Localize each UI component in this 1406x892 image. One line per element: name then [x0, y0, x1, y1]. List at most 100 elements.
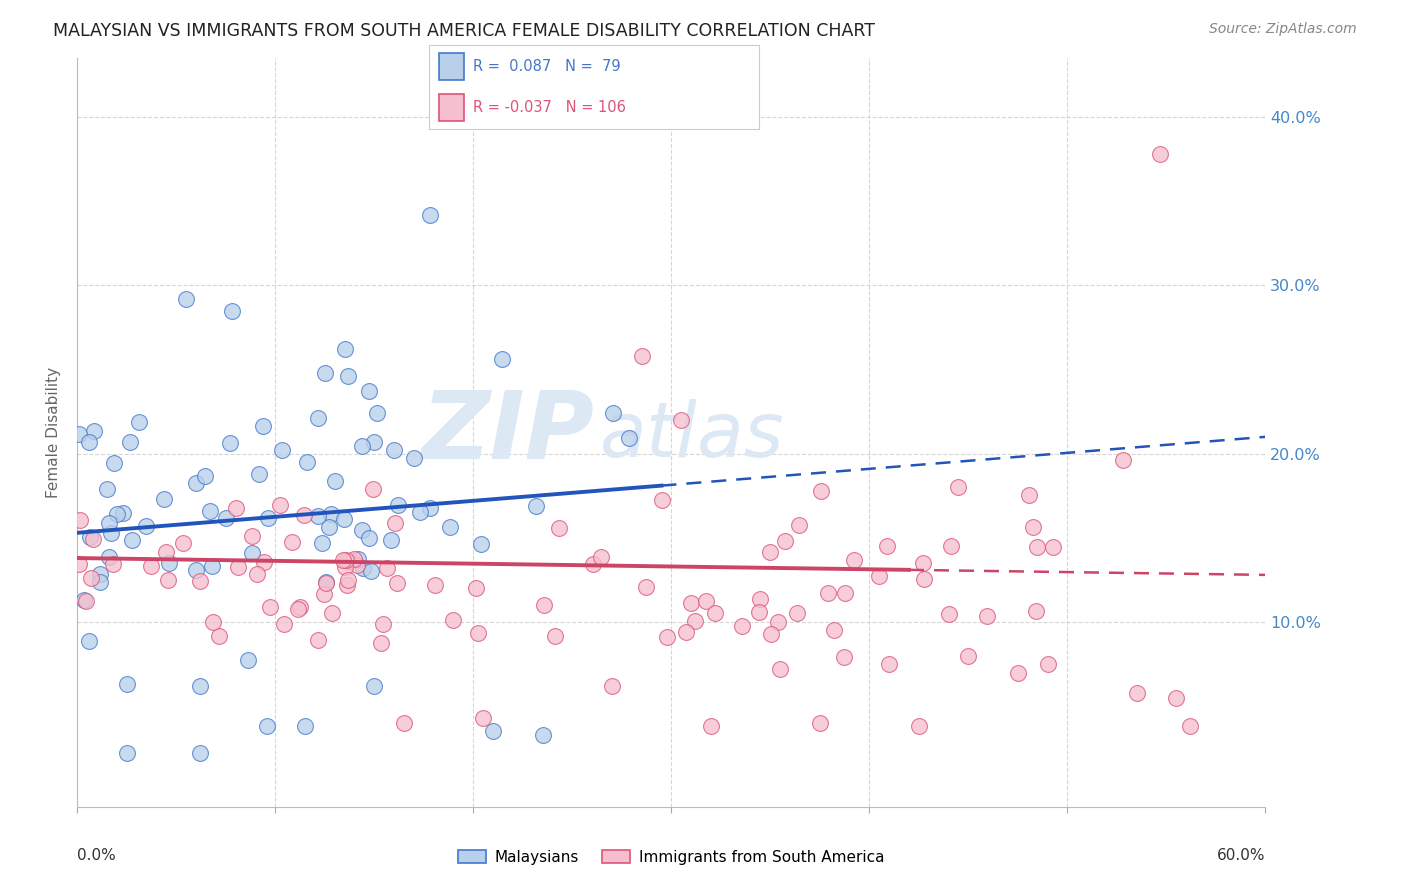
Point	[1025, 604, 1047, 618]
Point	[242, 529, 264, 543]
Point	[75, 593, 97, 607]
Point	[323, 474, 346, 488]
Point	[392, 716, 415, 731]
Text: R = -0.037   N = 106: R = -0.037 N = 106	[474, 100, 626, 115]
Point	[385, 576, 408, 591]
Point	[602, 406, 624, 420]
Point	[215, 510, 238, 524]
Point	[111, 506, 134, 520]
Point	[98, 516, 121, 530]
Point	[221, 303, 243, 318]
Point	[703, 606, 725, 620]
Point	[273, 616, 295, 631]
Point	[238, 653, 260, 667]
Point	[333, 512, 356, 526]
Point	[256, 719, 278, 733]
Point	[352, 439, 374, 453]
Point	[307, 508, 329, 523]
Point	[439, 519, 461, 533]
Point	[294, 719, 316, 733]
Point	[157, 573, 180, 587]
Point	[1007, 665, 1029, 680]
Point	[333, 343, 356, 357]
Point	[1125, 686, 1147, 700]
Point	[748, 591, 770, 606]
Point	[591, 549, 613, 564]
Point	[353, 561, 375, 575]
FancyBboxPatch shape	[439, 94, 464, 120]
Point	[418, 500, 440, 515]
Point	[582, 557, 605, 571]
Point	[336, 578, 359, 592]
Point	[246, 566, 269, 581]
Point	[335, 553, 357, 567]
Point	[868, 569, 890, 583]
Point	[1018, 488, 1040, 502]
Point	[77, 634, 100, 648]
Point	[118, 435, 141, 450]
Text: R =  0.087   N =  79: R = 0.087 N = 79	[474, 59, 621, 74]
Point	[472, 711, 495, 725]
Point	[911, 556, 934, 570]
Point	[524, 499, 547, 513]
Point	[121, 533, 143, 547]
Point	[634, 580, 657, 594]
Point	[314, 366, 336, 380]
Point	[343, 552, 366, 566]
Point	[359, 384, 381, 399]
Point	[695, 593, 717, 607]
Point	[1178, 719, 1201, 733]
Point	[467, 626, 489, 640]
Point	[157, 556, 180, 570]
Point	[1149, 147, 1171, 161]
Point	[957, 648, 980, 663]
Point	[948, 480, 970, 494]
Point	[201, 559, 224, 574]
Point	[938, 607, 960, 621]
Point	[193, 469, 215, 483]
Point	[441, 613, 464, 627]
Point	[769, 662, 792, 676]
Point	[287, 602, 309, 616]
Point	[547, 521, 569, 535]
Point	[465, 581, 488, 595]
Point	[810, 484, 832, 499]
Point	[295, 455, 318, 469]
Point	[419, 208, 441, 222]
Point	[657, 630, 679, 644]
Point	[470, 537, 492, 551]
Point	[370, 636, 392, 650]
Point	[96, 482, 118, 496]
Point	[188, 679, 211, 693]
Point	[832, 649, 855, 664]
Point	[651, 492, 673, 507]
Point	[1112, 453, 1135, 467]
Point	[315, 575, 337, 590]
Point	[155, 544, 177, 558]
Point	[731, 619, 754, 633]
Point	[336, 554, 359, 568]
Point	[671, 413, 693, 427]
Point	[73, 592, 96, 607]
Text: MALAYSIAN VS IMMIGRANTS FROM SOUTH AMERICA FEMALE DISABILITY CORRELATION CHART: MALAYSIAN VS IMMIGRANTS FROM SOUTH AMERI…	[53, 22, 876, 40]
Point	[307, 411, 329, 425]
Point	[679, 597, 702, 611]
Text: atlas: atlas	[600, 400, 785, 474]
Point	[346, 558, 368, 573]
Point	[352, 523, 374, 537]
Point	[786, 606, 808, 620]
Point	[67, 427, 90, 442]
Point	[404, 450, 426, 465]
Point	[292, 508, 315, 522]
Point	[314, 586, 336, 600]
Point	[253, 555, 276, 569]
Point	[817, 586, 839, 600]
Point	[332, 553, 354, 567]
Point	[544, 629, 567, 643]
Point	[373, 616, 395, 631]
Point	[336, 369, 359, 384]
Point	[321, 606, 343, 620]
Point	[100, 526, 122, 541]
Point	[423, 578, 446, 592]
Point	[1042, 540, 1064, 554]
